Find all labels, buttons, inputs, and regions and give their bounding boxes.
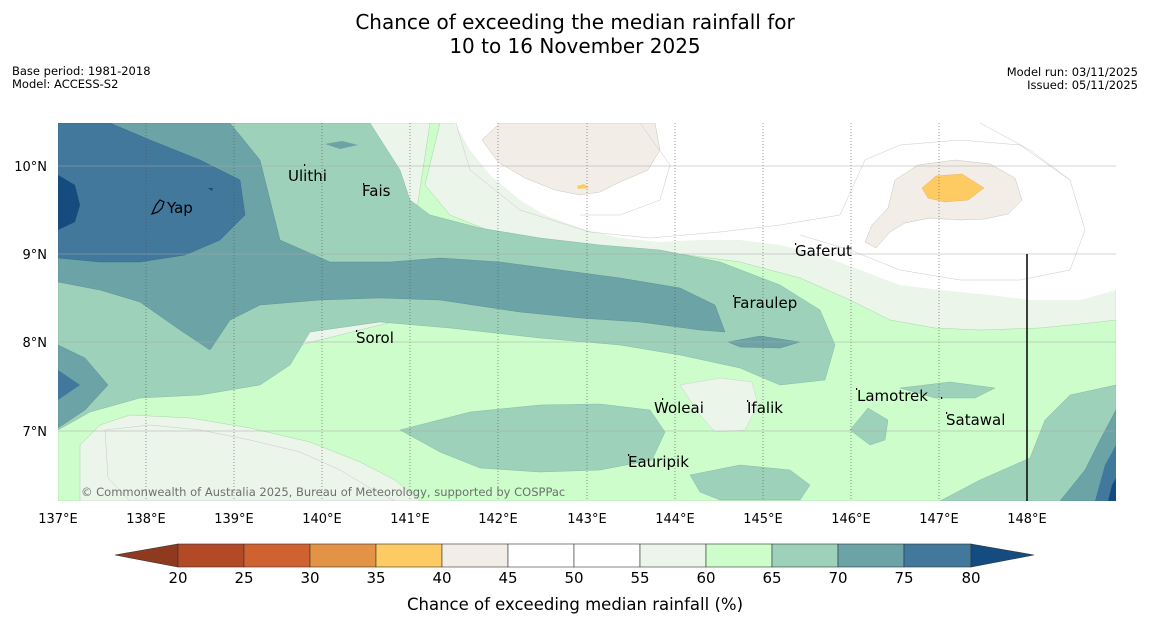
label-ulithi: Ulithi [288, 167, 327, 185]
yap-island-shape [150, 199, 165, 215]
label-ifalik: Ifalik [747, 399, 783, 417]
contour-65-70-east [849, 407, 889, 446]
label-yap: Yap [166, 199, 193, 217]
contour-75-80-west [58, 370, 80, 400]
cb-tick-35: 35 [366, 569, 385, 587]
tick-143e: 143°E [567, 512, 607, 527]
contour-70-75-small [642, 294, 660, 302]
title-line-1: Chance of exceeding the median rainfall … [355, 10, 795, 34]
map-contours: © Commonwealth of Australia 2025, Bureau… [58, 123, 1116, 501]
colorbar-seg-65-70 [771, 543, 839, 568]
tick-146e: 146°E [831, 512, 871, 527]
issued-text: Issued: 05/11/2025 [1027, 78, 1138, 92]
tick-145e: 145°E [743, 512, 783, 527]
contour-line-3 [979, 123, 1071, 181]
base-period-text: Base period: 1981-2018 [12, 64, 151, 78]
tick-147e: 147°E [919, 512, 959, 527]
tick-142e: 142°E [478, 512, 518, 527]
colorbar-seg-20-25 [177, 543, 245, 568]
cb-tick-30: 30 [300, 569, 319, 587]
cb-tick-50: 50 [564, 569, 583, 587]
cb-tick-20: 20 [168, 569, 187, 587]
tick-138e: 138°E [126, 512, 166, 527]
label-gaferut: Gaferut [795, 242, 852, 260]
tick-140e: 140°E [302, 512, 342, 527]
contour-line-1 [455, 123, 1086, 281]
copyright-text: © Commonwealth of Australia 2025, Bureau… [81, 485, 565, 499]
label-faraulep: Faraulep [733, 294, 797, 312]
contour-line-2 [580, 123, 671, 216]
contour-80-plus-southeast [1108, 478, 1116, 501]
contour-40-45-east [864, 159, 1023, 249]
contour-55-60-patch [679, 377, 759, 433]
colorbar-seg-40-45 [441, 543, 509, 568]
map-title: Chance of exceeding the median rainfall … [0, 10, 1150, 58]
tick-139e: 139°E [214, 512, 254, 527]
metadata-right: Model run: 03/11/2025 Issued: 05/11/2025 [1007, 66, 1138, 92]
latitude-ticks: 10°N 9°N 8°N 7°N [14, 160, 47, 440]
contour-35-40-east [921, 173, 985, 203]
colorbar-seg-55-60 [639, 543, 707, 568]
contour-35-40-north [577, 184, 589, 189]
colorbar-segments [177, 543, 972, 568]
colorbar-ticks: 20 25 30 35 40 45 50 55 60 65 70 75 80 [168, 569, 980, 587]
cb-tick-55: 55 [630, 569, 649, 587]
colorbar-seg-45-50 [507, 543, 575, 568]
metadata-left: Base period: 1981-2018 Model: ACCESS-S2 [12, 65, 151, 91]
map-latitude-lines [58, 165, 1116, 432]
contour-65-70-east2 [899, 381, 996, 399]
tick-141e: 141°E [390, 512, 430, 527]
tick-137e: 137°E [38, 512, 78, 527]
colorbar-label: Chance of exceeding median rainfall (%) [407, 595, 743, 614]
island-markers [304, 164, 948, 456]
colorbar-seg-30-35 [309, 543, 377, 568]
label-satawal: Satawal [946, 411, 1005, 429]
label-woleai: Woleai [654, 399, 704, 417]
cb-tick-45: 45 [498, 569, 517, 587]
contour-65-70-south [399, 403, 666, 473]
tick-9n: 9°N [23, 248, 48, 263]
label-eauripik: Eauripik [628, 453, 689, 471]
contour-75-80 [58, 123, 246, 263]
cb-tick-70: 70 [828, 569, 847, 587]
colorbar-seg-25-30 [243, 543, 311, 568]
model-run-text: Model run: 03/11/2025 [1006, 65, 1138, 79]
colorbar-seg-50-55 [573, 543, 641, 568]
title-line-2: 10 to 16 November 2025 [449, 34, 701, 58]
tick-8n: 8°N [23, 336, 48, 351]
cb-tick-65: 65 [762, 569, 781, 587]
contour-80-plus-dot [208, 188, 213, 191]
cb-tick-80: 80 [961, 569, 980, 587]
colorbar-seg-60-65 [705, 543, 773, 568]
contour-80-plus [58, 175, 80, 230]
tick-7n: 7°N [23, 425, 48, 440]
contour-75-80-southeast [1095, 445, 1116, 501]
longitude-ticks: 137°E 138°E 139°E 140°E 141°E 142°E 143°… [38, 512, 1047, 527]
colorbar-seg-75-80 [903, 543, 972, 568]
contour-70-75-west [58, 344, 109, 429]
tick-144e: 144°E [655, 512, 695, 527]
cb-tick-40: 40 [432, 569, 451, 587]
colorbar-low-extend [114, 543, 179, 568]
contour-40-45-north [481, 123, 661, 196]
cb-tick-75: 75 [894, 569, 913, 587]
map-gridlines [145, 123, 940, 501]
tick-148e: 148°E [1007, 512, 1047, 527]
label-sorol: Sorol [356, 329, 394, 347]
colorbar-seg-70-75 [837, 543, 905, 568]
contour-65-70-mid [689, 464, 811, 501]
model-text: Model: ACCESS-S2 [12, 77, 119, 91]
tick-10n: 10°N [14, 160, 47, 175]
contour-65-70-southeast [939, 384, 1116, 501]
colorbar-high-extend [970, 543, 1035, 568]
contour-70-75-northsmall [325, 141, 358, 149]
cb-tick-25: 25 [234, 569, 253, 587]
cb-tick-60: 60 [696, 569, 715, 587]
colorbar-seg-35-40 [375, 543, 443, 568]
label-fais: Fais [362, 182, 391, 200]
label-lamotrek: Lamotrek [857, 387, 928, 405]
colorbar: 20 25 30 35 40 45 50 55 60 65 70 75 80 C… [114, 543, 1035, 614]
